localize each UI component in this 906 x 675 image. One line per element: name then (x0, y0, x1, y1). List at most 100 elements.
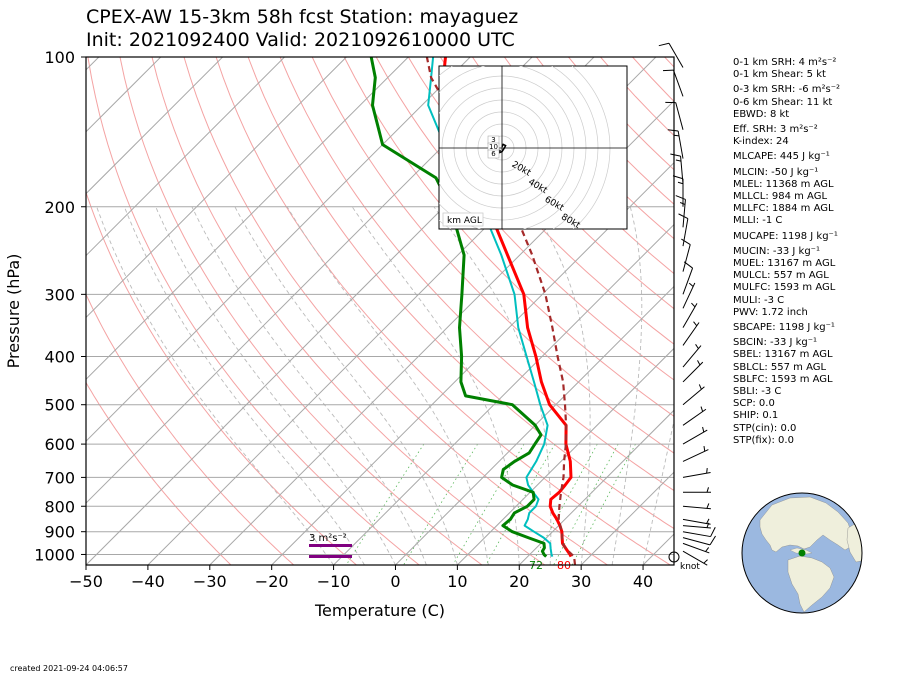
wind-barb-flag (672, 175, 684, 180)
calm-wind-circle (668, 551, 680, 563)
dry-adiabat-line (407, 57, 674, 345)
south-america-shape (787, 555, 835, 613)
dry-adiabat-line (279, 57, 674, 492)
wind-barb-flag (709, 535, 716, 546)
moist-adiabat-line (155, 206, 396, 565)
index-row: SBCAPE: 1198 J kg⁻¹ (733, 322, 835, 334)
index-row: MULFC: 1593 m AGL (733, 282, 836, 294)
wind-barbs (658, 42, 716, 566)
globe-land (759, 496, 862, 613)
srh-bar-bottom (309, 555, 352, 558)
chart-title-line2: Init: 2021092400 Valid: 2021092610000 UT… (86, 29, 515, 51)
wind-barb-halfflag (700, 406, 704, 412)
x-tick-label: 0 (390, 572, 400, 591)
index-row: MLLI: -1 C (733, 215, 783, 227)
north-america-shape (759, 496, 854, 553)
y-tick-label: 300 (44, 285, 75, 304)
index-row: MULCL: 557 m AGL (733, 270, 829, 282)
x-axis-label: Temperature (C) (314, 601, 445, 620)
wind-barb-staff (682, 542, 710, 554)
wind-barb-staff (682, 531, 711, 538)
wind-barb-staff (682, 525, 711, 529)
index-row: K-index: 24 (733, 136, 789, 148)
wind-barb-staff (682, 505, 711, 510)
moist-adiabat-line (191, 206, 427, 565)
x-tick-label: 40 (633, 572, 653, 591)
wind-barb-staff (682, 322, 700, 346)
hodograph-label: km AGL (447, 216, 482, 226)
wind-barb-halfflag (677, 181, 684, 185)
srh-label: 3 m²s⁻² (309, 533, 347, 544)
wind-barb (682, 360, 704, 383)
y-tick-label: 200 (44, 198, 75, 217)
wind-barb (682, 321, 700, 346)
dry-adiabat-line (86, 190, 357, 565)
y-tick-label: 1000 (34, 545, 75, 564)
wind-barb-staff (668, 43, 684, 68)
wind-barb (682, 527, 716, 538)
dry-adiabat-line (439, 57, 674, 310)
wind-barb-halfflag (697, 360, 701, 366)
isotherm-line (333, 223, 674, 565)
isotherm-line (86, 57, 471, 442)
wind-barb (675, 195, 686, 228)
wind-barb-halfflag (702, 426, 705, 433)
wind-barb-halfflag (705, 547, 710, 552)
wind-barb (682, 467, 711, 478)
index-row: SHIP: 0.1 (733, 410, 779, 422)
x-tick-label: −20 (255, 572, 289, 591)
index-row: SBLFC: 1593 m AGL (733, 373, 833, 385)
wind-barb (682, 550, 708, 566)
wind-barb-flag (678, 213, 689, 220)
sounding-indices: 0-1 km SRH: 4 m²s⁻² 0-1 km Shear: 5 kt 0-3… (733, 57, 903, 447)
mixing-ratio-line (452, 443, 525, 565)
wind-barb-halfflag (706, 503, 710, 509)
wind-barb (682, 406, 707, 426)
isotherm-line (86, 57, 285, 257)
dry-adiabat-line (471, 57, 674, 275)
wind-barb-staff (682, 361, 704, 383)
isotherm-line (86, 57, 223, 195)
wind-barb-flag (675, 195, 686, 200)
index-row: SBEL: 13167 m AGL (733, 349, 833, 361)
index-row: SBLCL: 557 m AGL (733, 361, 827, 373)
station-marker (798, 549, 806, 557)
wind-barb-flag (710, 527, 716, 537)
hodograph-label-box (442, 212, 484, 227)
isotherm-line (395, 285, 674, 565)
isotherm-line (86, 57, 409, 381)
index-row: 0-1 km SRH: 4 m²s⁻² (733, 57, 837, 68)
index-row: MLLCL: 984 m AGL (733, 191, 828, 203)
wind-barb-halfflag (703, 446, 706, 452)
y-tick-label: 100 (44, 48, 75, 67)
moist-adiabat-line (234, 206, 458, 565)
index-row: MLLFC: 1884 m AGL (733, 203, 834, 215)
index-row: SBLI: -3 C (733, 386, 782, 398)
isotherm-line (209, 100, 674, 565)
wind-barb-staff (677, 130, 684, 159)
x-tick-label: 10 (447, 572, 467, 591)
moist-adiabat-line (611, 206, 643, 565)
wind-barb (682, 302, 698, 328)
wind-barb-halfflag (703, 559, 708, 564)
wind-unit-label: knot (680, 562, 700, 572)
globe-outline (741, 492, 863, 614)
wind-barb-staff (682, 429, 708, 445)
index-row: MLEL: 11368 m AGL (733, 178, 834, 190)
created-timestamp: created 2021-09-24 04:06:57 (10, 664, 128, 673)
isotherm-line (86, 57, 347, 319)
wind-barb-halfflag (695, 344, 699, 349)
hodograph-height-label: 3 (491, 136, 495, 144)
wind-barb (683, 487, 711, 493)
index-row: MLCIN: -50 J kg⁻¹ (733, 166, 819, 178)
moist-adiabat-line (123, 206, 365, 565)
dry-adiabat-line (151, 57, 546, 565)
wind-barb-flag (658, 42, 670, 47)
wind-barb (681, 238, 691, 272)
wind-barb-staff (682, 218, 689, 247)
wind-barb-staff (682, 303, 698, 328)
y-tick-label: 400 (44, 348, 75, 367)
index-row: Eff. SRH: 3 m²s⁻² (733, 124, 818, 136)
hodograph-height-box (487, 149, 500, 159)
wind-barb-halfflag (706, 467, 708, 474)
